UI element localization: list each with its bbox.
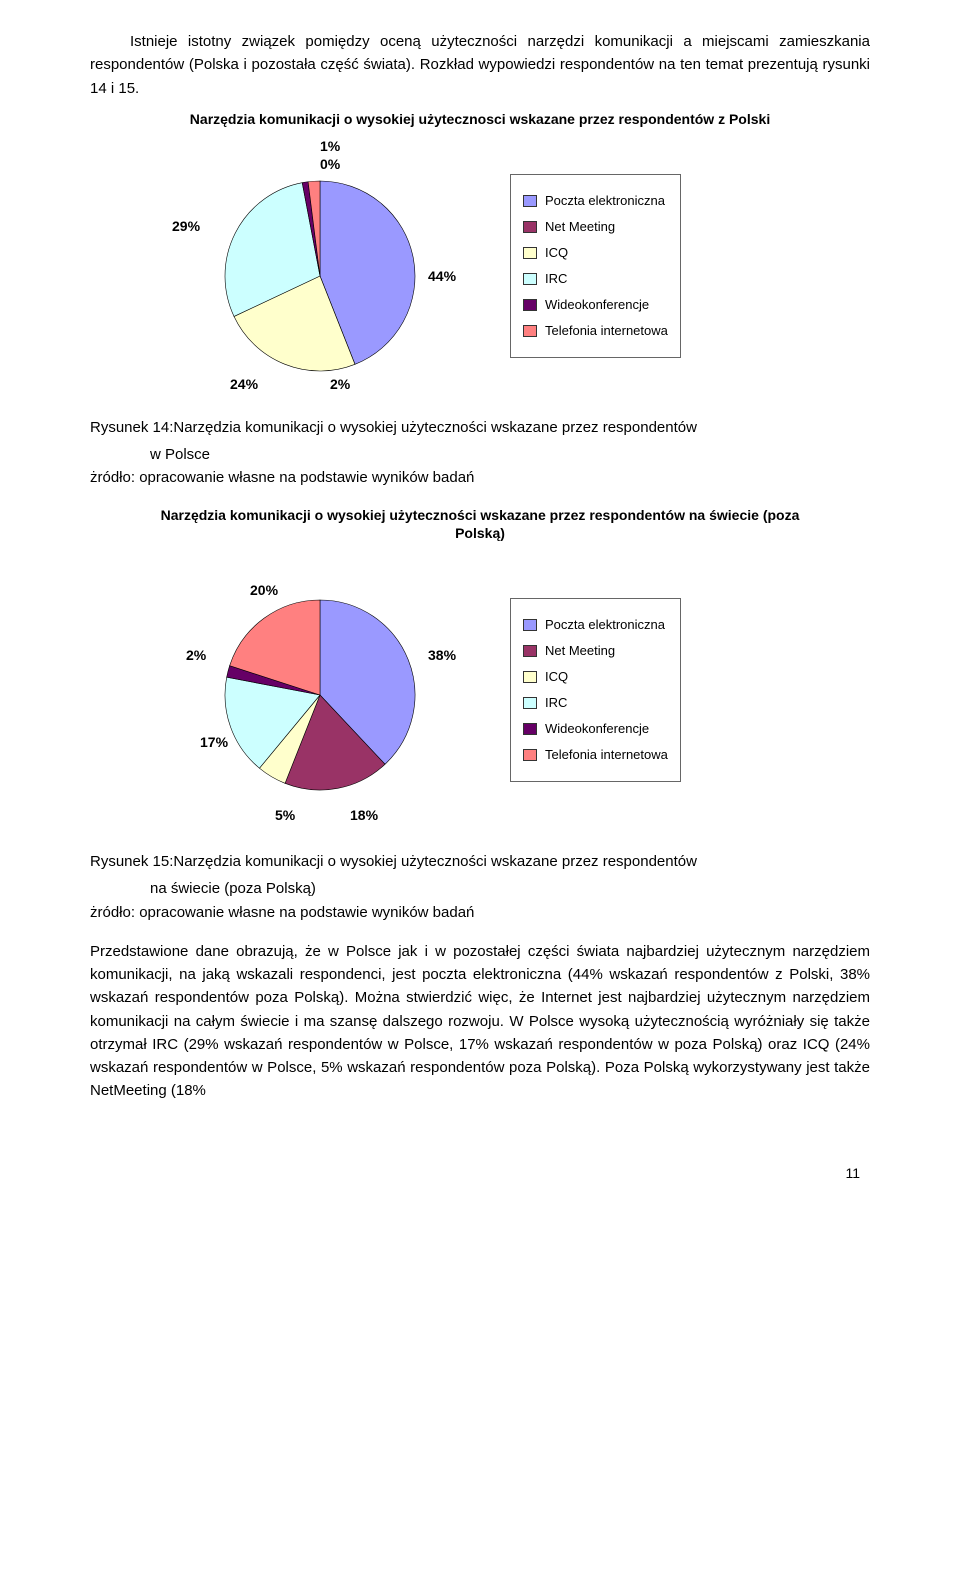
- legend-label: ICQ: [545, 667, 568, 687]
- legend-swatch: [523, 195, 537, 207]
- figure-14-caption-l2: w Polsce: [150, 443, 870, 466]
- figure-14-caption-l1: Rysunek 14:Narzędzia komunikacji o wysok…: [90, 416, 870, 439]
- pie-svg-2: [160, 550, 480, 830]
- legend-label: Wideokonferencje: [545, 295, 649, 315]
- chart-2-pie: 20% 2% 38% 17% 5% 18%: [160, 550, 480, 830]
- pie2-label-38: 38%: [428, 645, 456, 667]
- chart-1-legend: Poczta elektroniczna Net Meeting ICQ IRC…: [510, 174, 681, 359]
- figure-15-caption-l2: na świecie (poza Polską): [150, 877, 870, 900]
- page-number: 11: [90, 1163, 870, 1185]
- legend-label: Wideokonferencje: [545, 719, 649, 739]
- legend-swatch: [523, 221, 537, 233]
- legend-label: Net Meeting: [545, 217, 615, 237]
- pie1-label-24: 24%: [230, 374, 258, 396]
- chart-2-legend: Poczta elektroniczna Net Meeting ICQ IRC…: [510, 598, 681, 783]
- legend-swatch: [523, 299, 537, 311]
- chart-2: Narzędzia komunikacji o wysokiej użytecz…: [160, 506, 800, 830]
- pie1-label-2: 2%: [330, 374, 350, 396]
- chart-1-pie: 1% 0% 29% 44% 24% 2%: [160, 136, 480, 396]
- figure-15-source: żródło: opracowanie własne na podstawie …: [90, 901, 870, 924]
- legend-label: Poczta elektroniczna: [545, 191, 665, 211]
- pie2-label-18: 18%: [350, 805, 378, 827]
- legend-label: Net Meeting: [545, 641, 615, 661]
- legend-swatch: [523, 723, 537, 735]
- legend-label: ICQ: [545, 243, 568, 263]
- legend-swatch: [523, 273, 537, 285]
- legend-swatch: [523, 697, 537, 709]
- figure-14-source: żródło: opracowanie własne na podstawie …: [90, 466, 870, 489]
- pie2-label-5: 5%: [275, 805, 295, 827]
- body-paragraph: Przedstawione dane obrazują, że w Polsce…: [90, 940, 870, 1103]
- legend-swatch: [523, 749, 537, 761]
- pie1-label-44: 44%: [428, 266, 456, 288]
- legend-label: Telefonia internetowa: [545, 745, 668, 765]
- legend-swatch: [523, 325, 537, 337]
- legend-label: Poczta elektroniczna: [545, 615, 665, 635]
- legend-label: IRC: [545, 269, 567, 289]
- pie1-label-0: 0%: [320, 154, 340, 176]
- legend-label: IRC: [545, 693, 567, 713]
- figure-15-caption-l1: Rysunek 15:Narzędzia komunikacji o wysok…: [90, 850, 870, 873]
- pie1-label-29: 29%: [172, 216, 200, 238]
- legend-label: Telefonia internetowa: [545, 321, 668, 341]
- legend-swatch: [523, 619, 537, 631]
- chart-1-title: Narzędzia komunikacji o wysokiej użytecz…: [160, 110, 800, 128]
- legend-swatch: [523, 671, 537, 683]
- chart-2-title: Narzędzia komunikacji o wysokiej użytecz…: [160, 506, 800, 542]
- legend-swatch: [523, 247, 537, 259]
- pie2-label-17: 17%: [200, 732, 228, 754]
- intro-paragraph: Istnieje istotny związek pomiędzy oceną …: [90, 30, 870, 100]
- pie2-label-20: 20%: [250, 580, 278, 602]
- pie2-label-2: 2%: [186, 645, 206, 667]
- legend-swatch: [523, 645, 537, 657]
- chart-1: Narzędzia komunikacji o wysokiej użytecz…: [160, 110, 800, 396]
